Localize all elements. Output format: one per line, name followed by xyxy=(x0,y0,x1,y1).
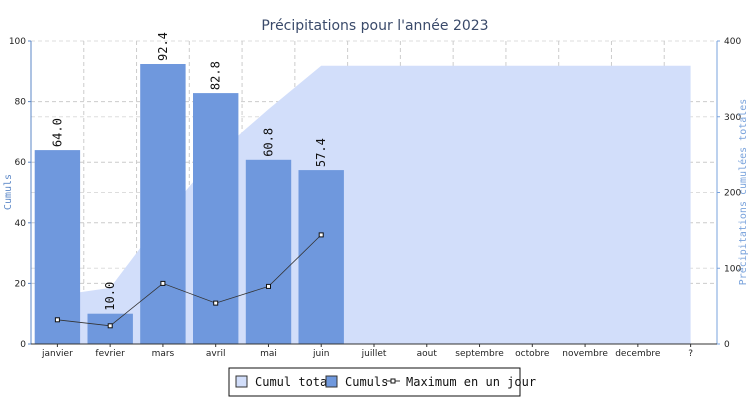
legend-marker-maximum xyxy=(390,378,396,384)
bar-label-mai: 60.8 xyxy=(262,128,276,157)
y-axis-left-label: Cumuls xyxy=(3,174,14,210)
y2-tick-label: 200 xyxy=(724,189,741,199)
x-tick-label-novembre: novembre xyxy=(562,349,608,359)
line-layer xyxy=(54,232,324,329)
bar-mai xyxy=(245,159,292,344)
bar-avril xyxy=(193,93,239,344)
y2-tick-label: 300 xyxy=(724,113,741,123)
legend-frame xyxy=(228,367,521,397)
line-maximum-en-un-jour xyxy=(57,234,322,327)
bar-label-mars: 92.4 xyxy=(156,32,170,61)
y-tick-label: 100 xyxy=(9,37,26,47)
point-maximum-3 xyxy=(213,300,219,306)
bar-label-janvier: 64.0 xyxy=(50,118,64,147)
x-tick-label-avril: avril xyxy=(206,349,226,359)
x-tick-label-mai: mai xyxy=(260,349,277,359)
x-tick-label-octobre: octobre xyxy=(515,349,550,359)
x-tick-label-juillet: juillet xyxy=(361,349,387,359)
bar-label-juin: 57.4 xyxy=(314,138,328,167)
x-tick-label-decembre: decembre xyxy=(615,349,661,359)
x-tick-label-fevrier: fevrier xyxy=(95,349,125,359)
legend: Cumul total Cumuls Maximum en un jour xyxy=(228,367,536,397)
legend-label-maximum: Maximum en un jour xyxy=(406,375,536,389)
y2-tick-label: 100 xyxy=(724,264,741,274)
point-maximum-4 xyxy=(266,283,271,289)
bar-fevrier xyxy=(87,313,133,344)
axis-layer: 0 20 40 60 80 100 0 100 200 300 400 janvier fevrier m… xyxy=(9,37,742,359)
legend-label-cumuls: Cumuls xyxy=(345,375,388,389)
bar-label-fevrier: 10.0 xyxy=(103,282,117,311)
x-tick-label-mars: mars xyxy=(152,349,175,359)
y-tick-label: 60 xyxy=(15,158,27,168)
bar-label-avril: 82.8 xyxy=(209,61,223,90)
y-tick-label: 20 xyxy=(15,279,27,289)
chart-title: Précipitations pour l'année 2023 xyxy=(261,18,488,34)
x-tick-label-septembre: septembre xyxy=(455,349,504,359)
bar-mars xyxy=(140,64,186,344)
y2-tick-label: 400 xyxy=(724,37,741,47)
y-tick-label: 40 xyxy=(15,219,27,229)
x-tick-label-juin: juin xyxy=(312,349,329,359)
point-maximum-1 xyxy=(107,323,113,329)
x-tick-label-?: ? xyxy=(688,349,693,359)
bar-janvier xyxy=(34,150,81,344)
bar-juin xyxy=(298,170,344,344)
x-tick-label-janvier: janvier xyxy=(41,349,73,359)
point-maximum-5 xyxy=(318,232,324,238)
y-tick-label: 80 xyxy=(15,98,27,108)
point-maximum-2 xyxy=(160,280,166,286)
bar-layer: 64.0 10.0 92.4 82.8 60.8 57.4 xyxy=(34,32,344,344)
y-tick-label: 0 xyxy=(20,340,26,350)
y2-tick-label: 0 xyxy=(724,340,730,350)
x-tick-label-aout: aout xyxy=(417,349,438,359)
legend-swatch-cumul-total xyxy=(235,375,248,388)
point-maximum-0 xyxy=(54,317,60,323)
y-axis-right-label: Précipitations cumulées totales xyxy=(737,99,749,286)
legend-label-cumul-total: Cumul total xyxy=(255,375,334,389)
legend-swatch-cumuls xyxy=(325,375,338,388)
